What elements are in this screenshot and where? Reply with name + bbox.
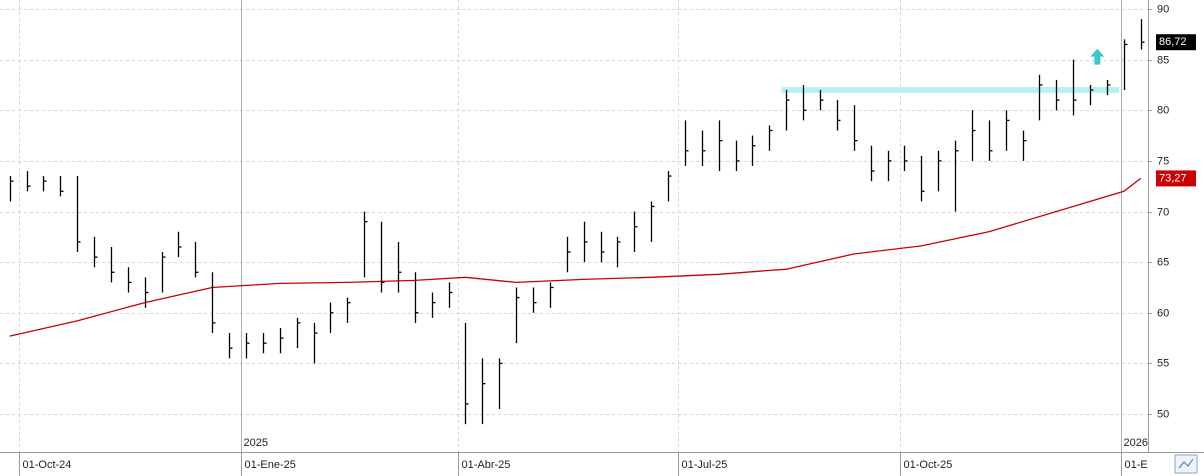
y-tick-label: 50 [1157,408,1169,420]
x-tick-label: 01-Oct-24 [23,459,72,471]
y-tick-label: 70 [1157,206,1169,218]
y-tick-label: 55 [1157,357,1169,369]
x-tick-label: 01-Abr-25 [462,459,511,471]
year-label: 2025 [244,437,268,449]
y-tick-label: 80 [1157,104,1169,116]
year-label: 2026 [1124,437,1148,449]
arrow-marker [1090,48,1105,65]
y-tick-label: 65 [1157,256,1169,268]
y-tick-label: 85 [1157,54,1169,66]
price-box [1156,170,1196,187]
y-tick-label: 60 [1157,307,1169,319]
x-tick-label: 01-E [1125,459,1148,471]
y-tick-label: 75 [1157,155,1169,167]
x-tick-label: 01-Oct-25 [904,459,953,471]
price-box [1156,34,1196,51]
price-box-label: 73,27 [1159,172,1187,184]
y-tick-label: 90 [1157,3,1169,15]
x-tick-label: 01-Jul-25 [682,459,728,471]
price-box-label: 86,72 [1159,36,1187,48]
corner-icon [1178,458,1194,469]
x-tick-label: 01-Ene-25 [245,459,296,471]
